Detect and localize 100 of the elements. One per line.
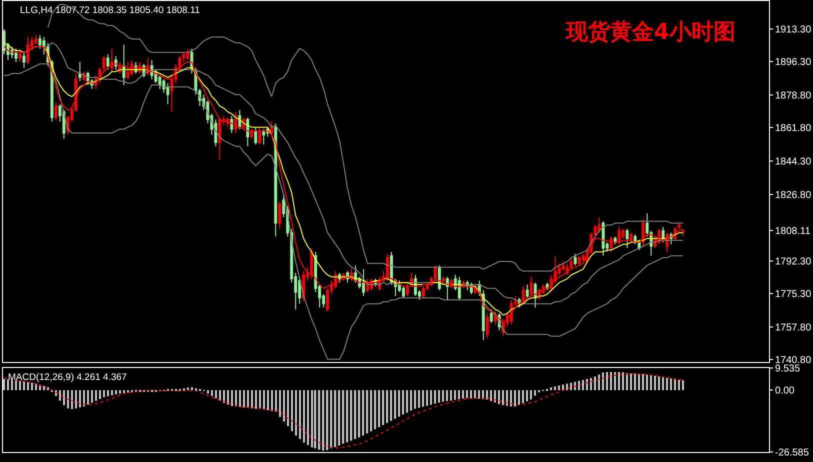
bar [570,382,572,390]
candlestick [450,278,453,289]
bar [374,390,376,430]
bar [75,390,77,408]
bar [354,390,356,440]
bar [510,390,512,406]
bar [295,390,297,436]
bar [446,390,448,402]
bar [215,390,217,398]
bar [275,390,277,412]
candlestick [126,62,130,80]
candlestick [602,220,605,256]
candlestick [250,128,254,140]
bar [634,373,636,390]
bar [450,390,452,401]
annotation: MACD(12,26,9) 4.261 4.367 [8,372,127,383]
bar [530,390,532,400]
bar [67,390,69,408]
bar [314,390,316,448]
bar [283,390,285,422]
bar [566,384,568,390]
candlestick [310,248,314,280]
bar [31,382,33,390]
bar [23,381,25,390]
bar [366,390,368,434]
bar [478,390,480,399]
bar [342,390,344,444]
bar [658,376,660,390]
bar [370,390,372,432]
bar [219,390,221,401]
candlestick [422,286,425,298]
bar [394,390,396,419]
candlestick [114,56,118,70]
candlestick [522,286,525,304]
candlestick [54,102,58,120]
bar [59,390,61,401]
candlestick [230,115,234,134]
y-tick-label: 9.535 [775,364,800,374]
bar [406,390,408,413]
bar [678,380,680,390]
candlestick [574,253,577,266]
bar [83,390,85,406]
candlestick [270,120,274,136]
candlestick [458,276,461,300]
bar [534,390,536,396]
candlestick [246,117,250,147]
y-tick-label: 1861.80 [775,123,812,134]
bar [602,372,604,390]
bar [307,390,309,446]
bar [330,390,332,448]
bar [554,386,556,390]
bar [590,378,592,390]
bar [606,372,608,390]
bar [458,390,460,400]
bar [586,379,588,390]
bar [426,390,428,406]
bar [630,373,632,390]
candlestick [446,276,449,300]
y-tick-label: 1757.80 [775,322,812,334]
bar [338,390,340,446]
candlestick [18,50,22,62]
bar [346,390,348,442]
bar [410,390,412,411]
candlestick [490,308,493,324]
bar [3,379,5,390]
y-tick-label: 1775.30 [775,289,812,300]
bar [526,390,528,402]
bar [350,390,352,441]
candlestick [598,216,601,234]
bar [115,390,117,394]
bar [650,375,652,390]
bar [311,390,313,448]
candlestick [254,126,258,145]
bar [322,390,324,451]
candlestick [618,226,621,245]
candlestick [534,282,537,308]
annotation: LLG,H4 1807.72 1808.35 1805.40 1808.11 [20,5,200,16]
bar [594,376,596,390]
bar [63,390,65,406]
candlestick [642,218,645,247]
bar [462,390,464,399]
bar [438,390,440,403]
bar [514,390,516,406]
bar [558,386,560,390]
bar [27,382,29,390]
candlestick [662,226,665,243]
bar [15,380,17,390]
bar [434,390,436,404]
bar [598,374,600,390]
bar [103,390,105,398]
y-tick-label: 1808.11 [775,226,811,238]
bar [287,390,289,426]
candlestick [610,236,613,252]
candlestick [102,56,106,72]
bar [71,390,73,410]
bar [646,374,648,390]
bar [662,377,664,390]
bar [243,390,245,408]
bar [11,380,13,390]
candlestick [166,82,170,105]
